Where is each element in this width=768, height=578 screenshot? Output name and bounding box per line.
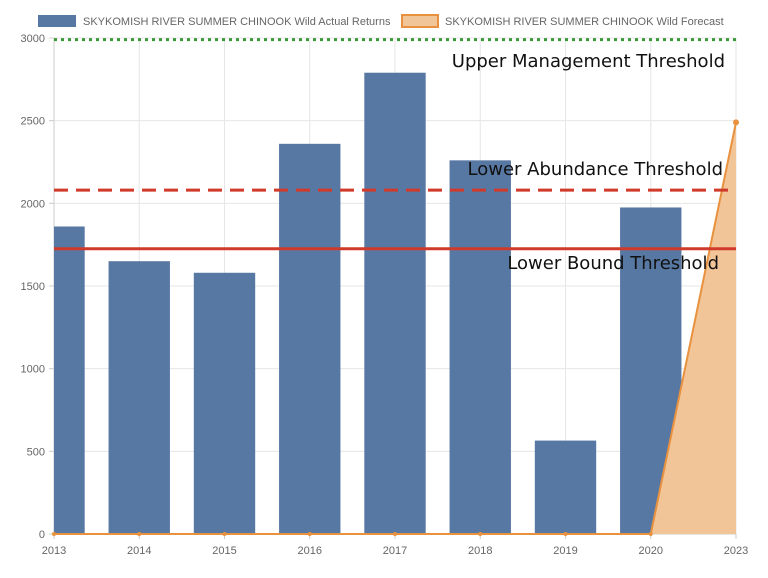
bars: [54, 72, 682, 535]
forecast-point-2014: [137, 532, 142, 536]
legend-label-forecast: SKYKOMISH RIVER SUMMER CHINOOK Wild Fore…: [445, 16, 724, 28]
x-tick-label: 2023: [724, 545, 748, 557]
legend-swatch-actual: [38, 15, 76, 27]
legend-label-actual: SKYKOMISH RIVER SUMMER CHINOOK Wild Actu…: [83, 16, 391, 28]
threshold-label-lower-bound: Lower Bound Threshold: [507, 253, 719, 274]
threshold-label-upper-management: Upper Management Threshold: [452, 51, 725, 72]
x-tick-label: 2015: [212, 545, 236, 557]
forecast-point-2020: [648, 532, 653, 536]
y-tick-label: 1000: [21, 364, 45, 376]
forecast-point-2017: [393, 532, 397, 536]
bar-2014: [108, 261, 170, 534]
forecast-point-2023: [733, 119, 739, 126]
y-tick-label: 3000: [21, 33, 45, 45]
x-tick-label: 2019: [553, 545, 577, 557]
x-tick-label: 2018: [468, 545, 492, 557]
y-tick-label: 2000: [21, 198, 45, 210]
bar-2015: [193, 272, 256, 534]
y-tick-label: 2500: [21, 116, 45, 128]
threshold-lines: [54, 38, 736, 251]
forecast-series: [52, 119, 739, 536]
bar-2013: [54, 226, 85, 535]
forecast-point-2013: [52, 532, 56, 536]
y-tick-label: 1500: [21, 281, 45, 293]
forecast-point-2019: [563, 532, 568, 536]
bar-2018: [449, 160, 511, 534]
legend-swatch-forecast: [401, 14, 439, 28]
bar-2017: [364, 72, 426, 534]
x-tick-label: 2013: [42, 545, 66, 557]
bar-2019: [534, 440, 597, 534]
legend: SKYKOMISH RIVER SUMMER CHINOOK Wild Actu…: [38, 14, 724, 28]
y-tick-label: 500: [27, 446, 45, 458]
tick-labels: 0 500 1000 1500 2000 2500 3000 2013 2014 2015 2016…: [21, 33, 749, 557]
x-tick-label: 2014: [127, 545, 151, 557]
x-tick-label: 2017: [383, 545, 407, 557]
bar-2016: [279, 143, 341, 534]
forecast-point-2016: [307, 532, 312, 536]
y-tick-label: 0: [39, 529, 45, 541]
threshold-label-lower-abundance: Lower Abundance Threshold: [468, 159, 723, 180]
x-tick-label: 2020: [639, 545, 663, 557]
forecast-point-2015: [222, 532, 227, 536]
forecast-point-2018: [478, 532, 483, 536]
x-tick-label: 2016: [298, 545, 322, 557]
forecast-area: [54, 122, 736, 534]
